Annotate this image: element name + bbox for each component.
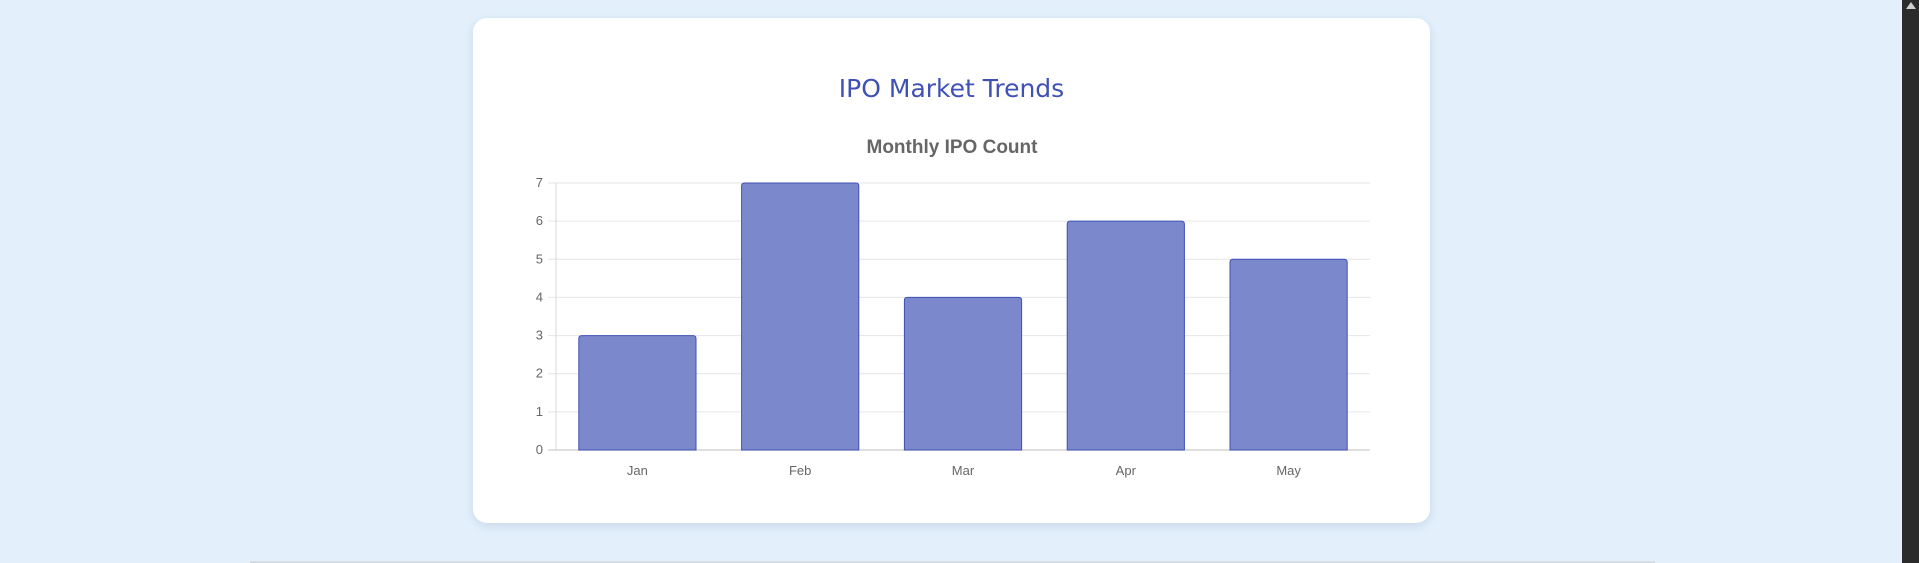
bar-apr[interactable]	[1066, 220, 1185, 451]
x-tick-label: Apr	[1116, 463, 1137, 478]
vertical-scrollbar[interactable]	[1902, 0, 1919, 563]
y-tick-label: 6	[536, 213, 543, 228]
y-tick-label: 2	[536, 366, 543, 381]
x-axis-ticks: Jan Feb Mar Apr May	[627, 463, 1301, 478]
page-divider	[250, 561, 1655, 563]
bar-feb[interactable]	[741, 182, 860, 451]
y-tick-label: 5	[536, 251, 543, 266]
bars	[578, 182, 1348, 451]
x-tick-label: May	[1276, 463, 1301, 478]
scroll-up-arrow-icon[interactable]	[1906, 2, 1916, 9]
y-tick-label: 4	[536, 289, 543, 304]
bar-may[interactable]	[1229, 258, 1348, 451]
y-tick-label: 3	[536, 328, 543, 343]
page-title: IPO Market Trends	[838, 74, 1065, 103]
y-axis-ticks: 0 1 2 3 4 5 6 7	[536, 175, 543, 457]
y-tick-label: 7	[536, 175, 543, 190]
x-tick-label: Mar	[952, 463, 975, 478]
x-tick-label: Feb	[789, 463, 811, 478]
x-tick-label: Jan	[627, 463, 648, 478]
bar-jan[interactable]	[578, 335, 697, 451]
bar-mar[interactable]	[903, 296, 1023, 451]
y-tick-label: 0	[536, 442, 543, 457]
y-tick-label: 1	[536, 404, 543, 419]
chart-title: Monthly IPO Count	[867, 137, 1039, 158]
